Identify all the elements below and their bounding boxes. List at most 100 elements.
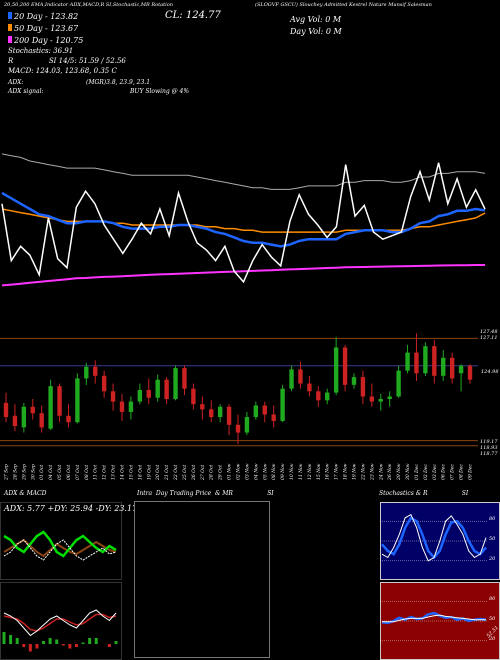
date-label-0: 27 Sep <box>4 464 10 481</box>
stoch-tick-20: 20 <box>489 556 496 562</box>
candlestick-chart <box>0 333 478 447</box>
candle-body-43 <box>387 396 392 400</box>
candle-body-32 <box>289 369 294 389</box>
date-label-13: 14 Oct <box>120 465 126 480</box>
candle-body-0 <box>3 402 9 418</box>
date-label-49: 06 Dec <box>441 464 447 480</box>
stochastics-label: Stochastics: 36.91 <box>8 47 74 55</box>
candle-body-21 <box>191 388 196 405</box>
date-label-4: 01 Oct <box>39 465 45 480</box>
stoch-panel-title: Stochastics & R SI <box>379 490 469 497</box>
date-label-30: 08 Nov <box>271 463 277 480</box>
ema50-swatch <box>8 24 12 31</box>
date-label-29: 05 Nov <box>262 463 268 480</box>
date-label-38: 18 Nov <box>343 463 349 480</box>
candle-body-30 <box>271 414 276 421</box>
mrsi-panel-title: Intra Day Trading Price & MR SI <box>137 490 274 497</box>
date-label-28: 04 Nov <box>253 463 259 480</box>
candle-body-52 <box>467 365 473 380</box>
bottom-level-label-3: 118.77 <box>480 451 498 457</box>
mrsi-label: (MGR)3.8, 23.9, 23.1 <box>86 79 151 86</box>
bottom-level-label-2: 118.93 <box>480 445 498 451</box>
candle-body-41 <box>369 396 375 402</box>
candle-body-36 <box>325 392 330 401</box>
stochastic-chart <box>380 513 488 562</box>
rsi-signal-line <box>382 614 486 623</box>
date-label-50: 07 Dec <box>450 464 456 480</box>
mrsi-panel <box>134 501 270 658</box>
candle-body-44 <box>396 370 401 397</box>
ema50-label: 50 Day - 123.67 <box>8 24 78 33</box>
stoch-tick-50: 50 <box>489 536 496 542</box>
close-label: CL: 124.77 <box>165 10 221 21</box>
candle-body-24 <box>217 406 223 418</box>
date-label-9: 08 Oct <box>84 465 90 480</box>
date-label-10: 11 Oct <box>93 465 99 480</box>
rsi-line <box>381 611 487 625</box>
indicators-line: 20,50,200 EMA,Indicator ADX,MACD,R SI,St… <box>4 2 173 8</box>
date-label-14: 15 Oct <box>128 465 134 480</box>
upper-band-line <box>1 153 486 190</box>
macd-label: MACD: 124.03, 123.68, 0.35 C <box>8 67 117 75</box>
ema50-text: 50 Day - 123.67 <box>14 24 79 33</box>
date-label-21: 26 Oct <box>191 465 197 481</box>
date-label-36: 16 Nov <box>325 463 331 480</box>
candle-body-19 <box>173 368 178 400</box>
candle-body-50 <box>449 357 455 379</box>
candle-body-33 <box>298 369 303 384</box>
title: (SLOGVF GSCU) Slouchey Admitted Kestrel … <box>255 2 432 8</box>
date-label-51: 08 Dec <box>459 464 465 480</box>
rsi-tick-50: 50 <box>489 616 496 622</box>
candle-body-49 <box>441 357 446 376</box>
date-label-12: 13 Oct <box>111 465 117 480</box>
candle-body-5 <box>48 386 53 429</box>
date-label-33: 11 Nov <box>298 463 304 480</box>
date-label-39: 19 Nov <box>352 463 358 480</box>
ema20-swatch <box>8 12 12 19</box>
date-label-5: 04 Oct <box>48 465 54 480</box>
date-label-15: 18 Oct <box>137 465 143 480</box>
ema200-swatch <box>8 36 12 43</box>
candle-body-22 <box>200 404 205 410</box>
macd-line <box>3 609 117 637</box>
date-label-11: 12 Oct <box>102 465 108 480</box>
macd-signal-line <box>3 613 117 632</box>
stoch-line <box>381 513 487 562</box>
candle-body-38 <box>342 347 348 385</box>
candle-body-48 <box>432 346 437 376</box>
ema200-line <box>1 264 485 287</box>
date-label-7: 06 Oct <box>66 465 72 480</box>
candle-body-16 <box>146 390 151 398</box>
rsi-tick-80: 80 <box>489 596 496 602</box>
candle-body-23 <box>209 409 214 418</box>
date-label-18: 21 Oct <box>164 465 170 481</box>
rsi-chart <box>380 601 488 641</box>
candle-body-42 <box>378 399 383 402</box>
candle-body-51 <box>458 365 464 374</box>
macd-chart <box>2 609 118 652</box>
date-label-40: 22 Nov <box>360 463 366 481</box>
date-label-52: 09 Dec <box>468 464 474 480</box>
candle-body-46 <box>414 352 419 374</box>
date-label-6: 05 Oct <box>57 465 63 480</box>
signal-label: BUY Slowing @ 4% <box>130 88 190 95</box>
candle-body-9 <box>84 366 89 379</box>
candle-body-25 <box>226 406 232 425</box>
date-label-19: 22 Oct <box>173 465 179 481</box>
candle-body-3 <box>30 406 35 414</box>
candle-body-12 <box>110 391 116 402</box>
date-label-43: 26 Nov <box>387 463 393 481</box>
date-label-20: 25 Oct <box>182 465 188 481</box>
date-label-22: 27 Oct <box>200 465 206 481</box>
date-label-31: 09 Nov <box>280 463 286 480</box>
date-label-42: 24 Nov <box>378 463 384 481</box>
candle-body-15 <box>137 390 143 402</box>
candle-body-10 <box>93 366 98 376</box>
date-label-46: 01 Dec <box>414 464 420 480</box>
minus-di-line <box>3 539 117 561</box>
price-ema-chart <box>1 153 486 287</box>
candle-body-8 <box>75 378 80 423</box>
date-label-37: 17 Nov <box>334 463 340 480</box>
candle-body-4 <box>39 413 44 428</box>
ema20-line <box>1 191 486 248</box>
